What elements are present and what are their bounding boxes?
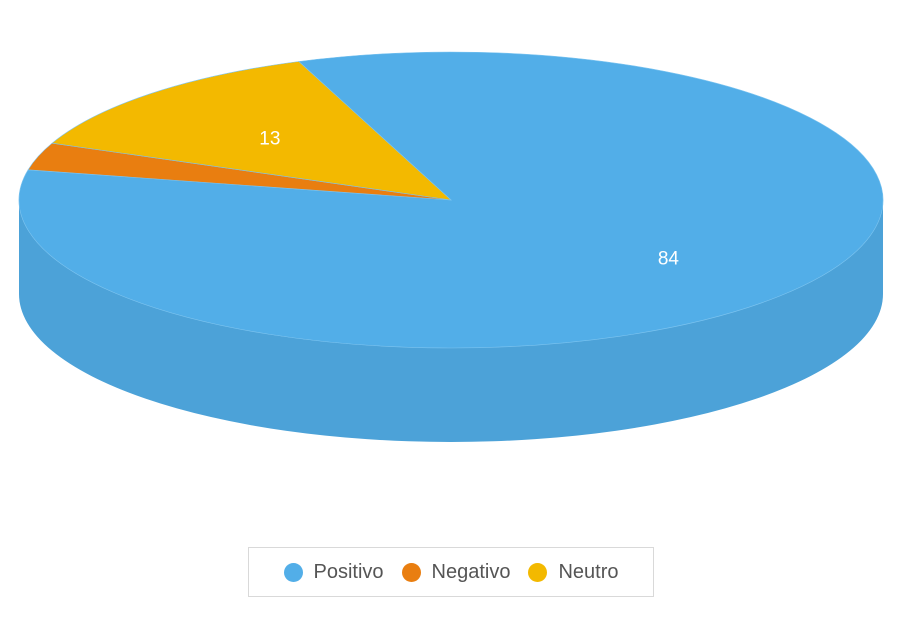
legend-item-neutro[interactable]: Neutro	[528, 560, 619, 584]
legend-item-negativo[interactable]: Negativo	[401, 560, 511, 584]
data-label-neutro: 13	[259, 128, 280, 149]
legend-label-negativo: Negativo	[431, 560, 511, 583]
legend-marker-negativo-icon	[401, 562, 421, 582]
slice-neutro[interactable]	[51, 61, 452, 201]
slice-side-positivo[interactable]	[19, 200, 883, 442]
legend-marker-neutro-icon	[528, 562, 548, 582]
legend-marker-positivo-icon	[283, 562, 303, 582]
legend-label-neutro: Neutro	[558, 560, 619, 583]
legend-item-positivo[interactable]: Positivo	[283, 560, 384, 584]
legend-label-positivo: Positivo	[313, 560, 384, 583]
chart-legend: Positivo Negativo Neutro	[248, 547, 654, 597]
data-label-positivo: 84	[658, 249, 680, 270]
